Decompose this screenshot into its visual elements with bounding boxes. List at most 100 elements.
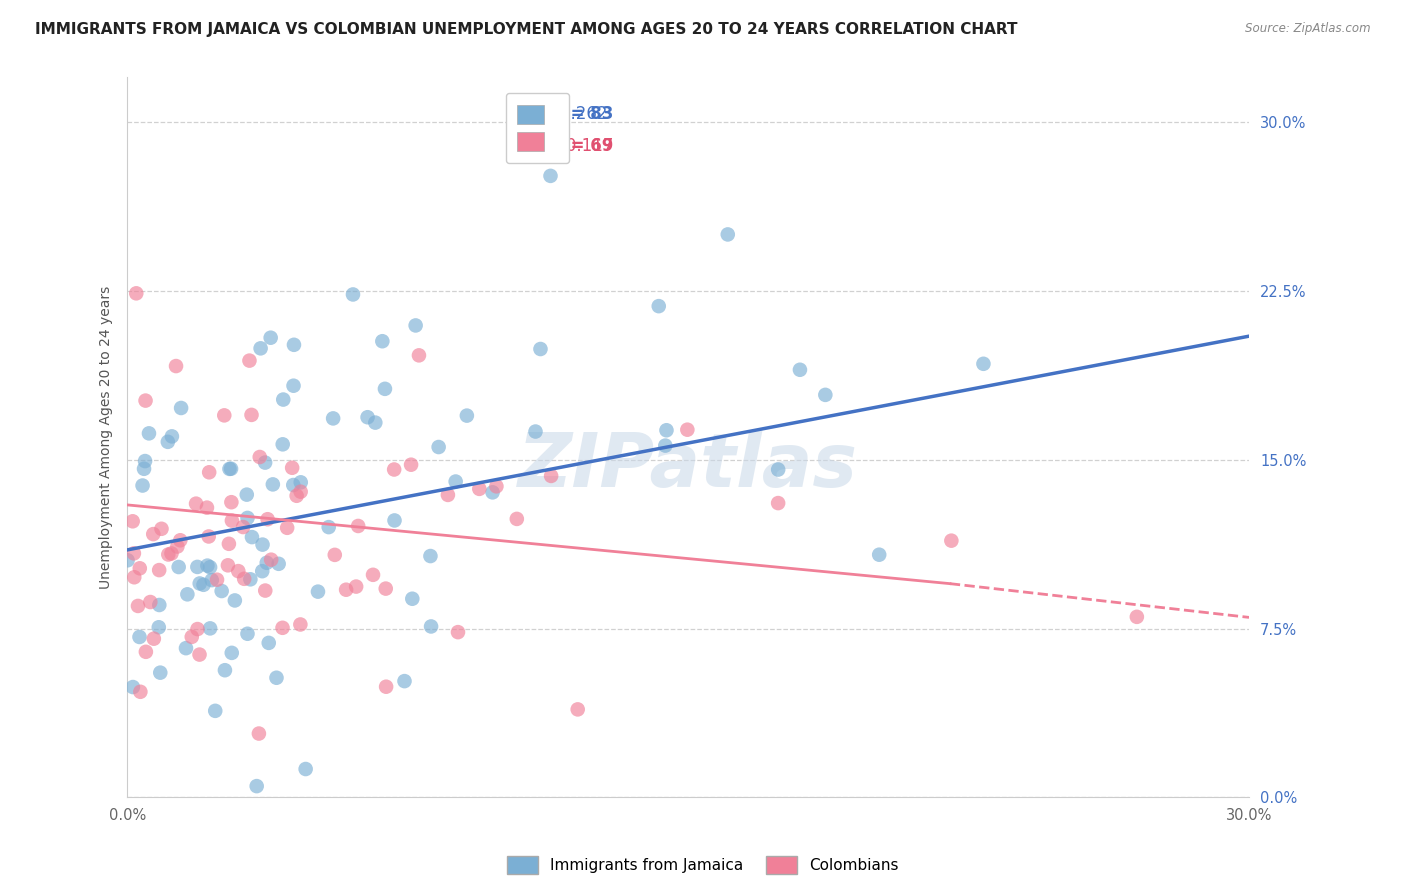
Point: [156, 434, 179, 449]
Point: [267, 557, 290, 571]
Text: Source: ZipAtlas.com: Source: ZipAtlas.com: [1246, 22, 1371, 36]
Point: [226, 564, 249, 578]
Point: [281, 460, 304, 475]
Point: [408, 348, 430, 362]
Point: [236, 488, 259, 502]
Point: [128, 630, 150, 644]
Point: [122, 680, 145, 694]
Point: [246, 779, 269, 793]
Point: [342, 287, 364, 301]
Point: [252, 538, 274, 552]
Point: [218, 537, 240, 551]
Point: [214, 409, 236, 423]
Point: [232, 520, 254, 534]
Point: [364, 416, 387, 430]
Point: [260, 331, 283, 345]
Text: IMMIGRANTS FROM JAMAICA VS COLOMBIAN UNEMPLOYMENT AMONG AGES 20 TO 24 YEARS CORR: IMMIGRANTS FROM JAMAICA VS COLOMBIAN UNE…: [35, 22, 1018, 37]
Point: [347, 519, 370, 533]
Point: [188, 576, 211, 591]
Legend: , : ,: [506, 93, 569, 163]
Point: [135, 393, 157, 408]
Point: [276, 521, 298, 535]
Point: [335, 582, 357, 597]
Point: [447, 625, 470, 640]
Point: [205, 573, 228, 587]
Point: [271, 392, 294, 407]
Point: [193, 578, 215, 592]
Point: [138, 426, 160, 441]
Point: [540, 169, 562, 183]
Point: [419, 549, 441, 563]
Point: [262, 477, 284, 491]
Point: [260, 552, 283, 566]
Point: [129, 685, 152, 699]
Point: [128, 561, 150, 575]
Point: [290, 475, 312, 490]
Point: [184, 497, 207, 511]
Point: [122, 546, 145, 560]
Point: [186, 622, 208, 636]
Point: [239, 572, 262, 586]
Point: [165, 359, 187, 373]
Point: [240, 530, 263, 544]
Point: [361, 567, 384, 582]
Point: [240, 408, 263, 422]
Point: [307, 584, 329, 599]
Point: [1126, 610, 1149, 624]
Point: [233, 572, 256, 586]
Point: [941, 533, 963, 548]
Point: [344, 580, 367, 594]
Point: [375, 680, 398, 694]
Point: [972, 357, 994, 371]
Point: [374, 582, 396, 596]
Point: [134, 454, 156, 468]
Point: [169, 533, 191, 548]
Point: [148, 598, 170, 612]
Point: [249, 450, 271, 464]
Point: [249, 342, 271, 356]
Point: [198, 560, 221, 574]
Point: [201, 573, 224, 587]
Point: [170, 401, 193, 415]
Point: [374, 382, 396, 396]
Text: N = 83: N = 83: [551, 105, 613, 123]
Point: [148, 620, 170, 634]
Point: [131, 478, 153, 492]
Point: [219, 462, 242, 476]
Point: [121, 514, 143, 528]
Point: [117, 553, 139, 567]
Point: [401, 591, 423, 606]
Point: [322, 411, 344, 425]
Point: [271, 437, 294, 451]
Point: [139, 595, 162, 609]
Point: [257, 636, 280, 650]
Point: [198, 465, 221, 479]
Point: [142, 632, 165, 646]
Point: [256, 556, 278, 570]
Text: R = 0.262: R = 0.262: [523, 105, 607, 123]
Point: [186, 560, 208, 574]
Point: [290, 484, 312, 499]
Point: [868, 548, 890, 562]
Point: [214, 663, 236, 677]
Point: [437, 488, 460, 502]
Point: [176, 587, 198, 601]
Point: [323, 548, 346, 562]
Point: [524, 425, 547, 439]
Point: [256, 512, 278, 526]
Point: [224, 593, 246, 607]
Point: [318, 520, 340, 534]
Point: [766, 462, 789, 476]
Point: [236, 511, 259, 525]
Point: [481, 485, 503, 500]
Point: [294, 762, 316, 776]
Text: N = 69: N = 69: [551, 137, 613, 155]
Point: [814, 388, 837, 402]
Point: [676, 423, 699, 437]
Point: [254, 456, 277, 470]
Point: [211, 584, 233, 599]
Point: [148, 563, 170, 577]
Point: [254, 583, 277, 598]
Point: [180, 630, 202, 644]
Point: [468, 482, 491, 496]
